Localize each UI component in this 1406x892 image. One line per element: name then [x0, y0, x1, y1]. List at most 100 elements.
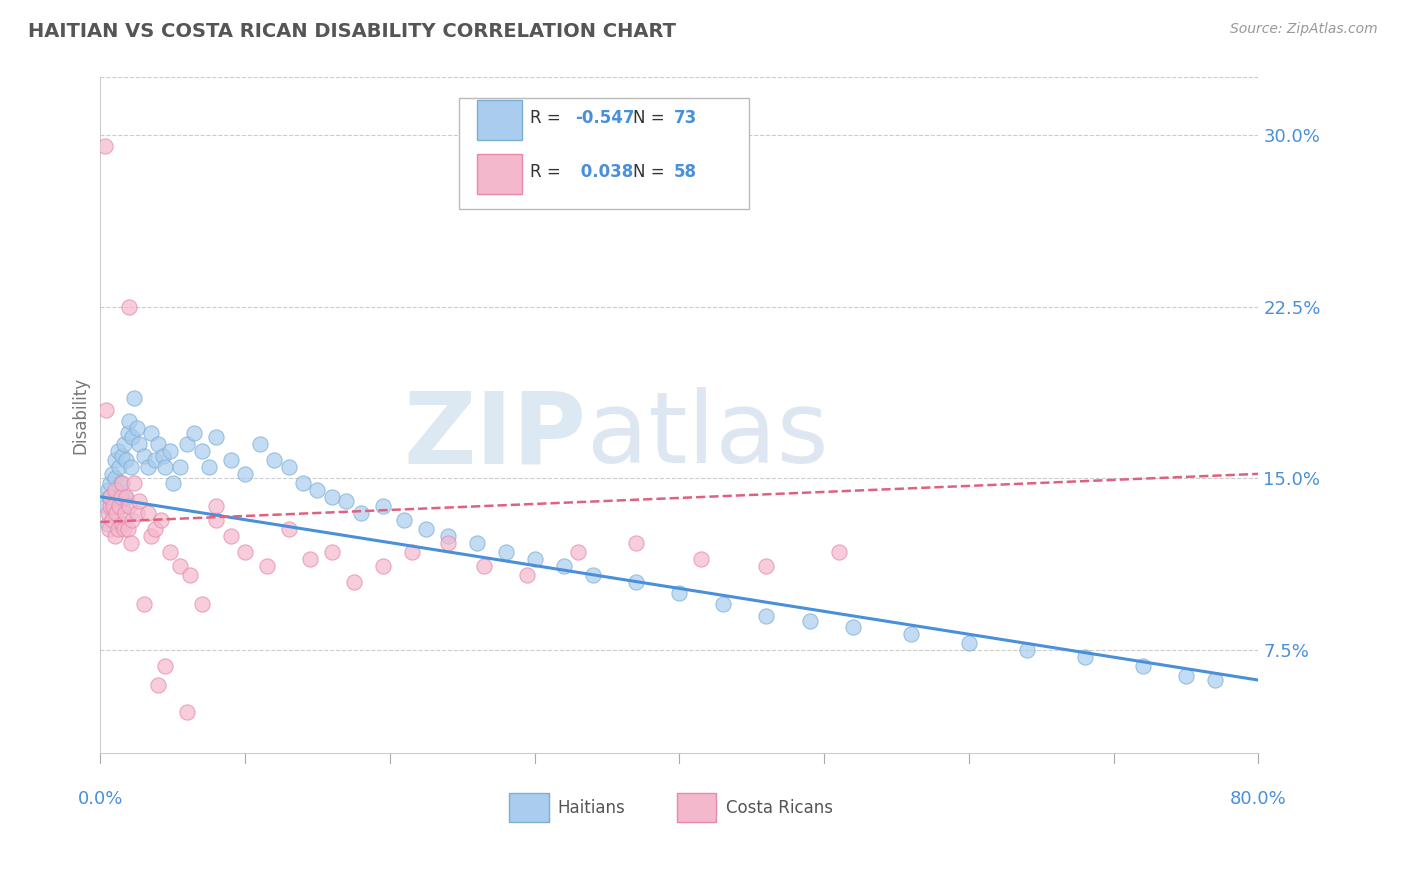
- Point: [335, 494, 357, 508]
- Point: [104, 529, 127, 543]
- Point: [101, 467, 124, 481]
- Point: [111, 517, 134, 532]
- Point: [110, 490, 132, 504]
- Point: [115, 453, 138, 467]
- Point: [553, 558, 575, 573]
- Point: [132, 598, 155, 612]
- Point: [233, 545, 256, 559]
- Point: [103, 499, 125, 513]
- Text: -0.547: -0.547: [575, 109, 634, 127]
- Point: [567, 545, 589, 559]
- Text: 0.0%: 0.0%: [77, 790, 124, 808]
- Point: [581, 567, 603, 582]
- Text: 0.038: 0.038: [575, 163, 634, 181]
- Point: [755, 609, 778, 624]
- Point: [624, 535, 647, 549]
- Point: [205, 499, 228, 513]
- Point: [136, 506, 159, 520]
- Point: [350, 506, 373, 520]
- Point: [120, 535, 142, 549]
- Point: [371, 558, 394, 573]
- Point: [205, 430, 228, 444]
- Point: [1204, 673, 1226, 687]
- Point: [159, 444, 181, 458]
- Point: [516, 567, 538, 582]
- Y-axis label: Disability: Disability: [72, 376, 89, 454]
- Point: [321, 490, 343, 504]
- Text: R =: R =: [530, 163, 567, 181]
- Text: HAITIAN VS COSTA RICAN DISABILITY CORRELATION CHART: HAITIAN VS COSTA RICAN DISABILITY CORREL…: [28, 22, 676, 41]
- Point: [292, 476, 315, 491]
- Point: [105, 494, 128, 508]
- Point: [1175, 668, 1198, 682]
- Point: [155, 659, 177, 673]
- Point: [128, 437, 150, 451]
- Point: [115, 490, 138, 504]
- FancyBboxPatch shape: [678, 793, 717, 822]
- Point: [176, 437, 198, 451]
- Point: [139, 529, 162, 543]
- Point: [122, 391, 145, 405]
- Point: [112, 437, 135, 451]
- Point: [179, 567, 201, 582]
- Text: Costa Ricans: Costa Ricans: [725, 798, 832, 816]
- Text: N =: N =: [633, 109, 669, 127]
- Point: [842, 620, 865, 634]
- Point: [108, 499, 131, 513]
- Point: [321, 545, 343, 559]
- Point: [118, 499, 141, 513]
- Point: [169, 460, 191, 475]
- Text: 58: 58: [673, 163, 696, 181]
- Point: [299, 551, 322, 566]
- Point: [112, 522, 135, 536]
- Point: [465, 535, 488, 549]
- Point: [108, 460, 131, 475]
- Point: [148, 437, 170, 451]
- Point: [100, 490, 122, 504]
- Point: [190, 444, 212, 458]
- Point: [117, 425, 139, 440]
- Point: [755, 558, 778, 573]
- Point: [107, 522, 129, 536]
- Point: [169, 558, 191, 573]
- Point: [125, 421, 148, 435]
- Point: [249, 437, 271, 451]
- Text: N =: N =: [633, 163, 669, 181]
- Point: [98, 490, 121, 504]
- Text: 80.0%: 80.0%: [1230, 790, 1286, 808]
- Point: [162, 476, 184, 491]
- Point: [900, 627, 922, 641]
- Point: [263, 453, 285, 467]
- Point: [111, 449, 134, 463]
- Point: [176, 705, 198, 719]
- Point: [107, 444, 129, 458]
- Point: [128, 494, 150, 508]
- Point: [93, 139, 115, 153]
- Point: [219, 529, 242, 543]
- Point: [957, 636, 980, 650]
- Text: atlas: atlas: [586, 387, 828, 484]
- FancyBboxPatch shape: [460, 98, 749, 210]
- Point: [136, 460, 159, 475]
- Point: [97, 483, 120, 497]
- FancyBboxPatch shape: [509, 793, 548, 822]
- Point: [107, 483, 129, 497]
- Point: [394, 513, 416, 527]
- Point: [150, 513, 173, 527]
- Point: [624, 574, 647, 589]
- Point: [436, 535, 458, 549]
- Point: [277, 460, 299, 475]
- Point: [523, 551, 546, 566]
- Point: [1132, 659, 1154, 673]
- Text: Haitians: Haitians: [558, 798, 626, 816]
- Point: [117, 522, 139, 536]
- Point: [118, 300, 141, 314]
- Point: [114, 506, 136, 520]
- Point: [104, 453, 127, 467]
- Point: [143, 522, 166, 536]
- Point: [495, 545, 517, 559]
- Point: [205, 513, 228, 527]
- Point: [143, 453, 166, 467]
- Point: [1074, 650, 1097, 665]
- Point: [155, 460, 177, 475]
